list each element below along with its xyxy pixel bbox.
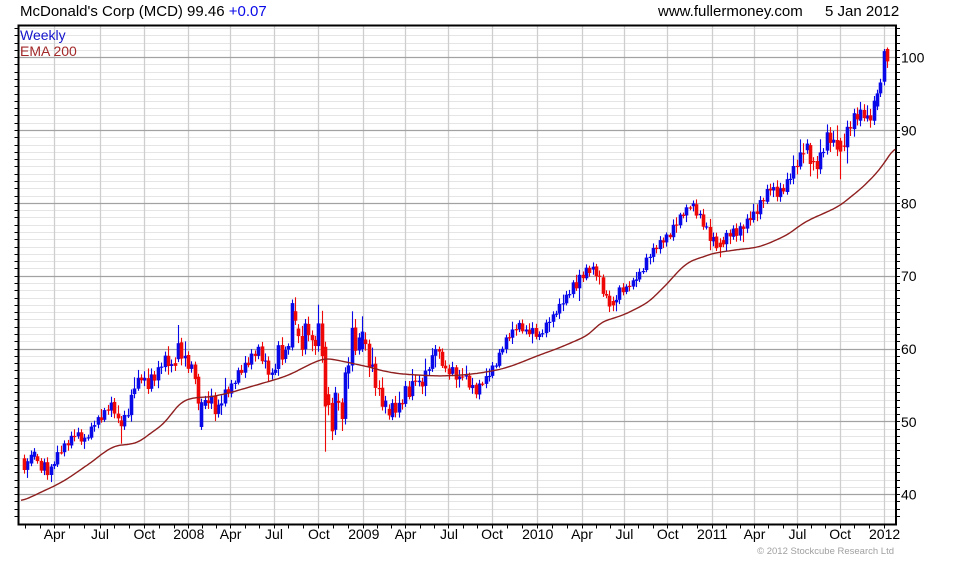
svg-text:www.fullermoney.com: www.fullermoney.com [657,3,803,20]
svg-text:Jul: Jul [788,526,806,542]
svg-text:100: 100 [901,50,925,66]
svg-text:Oct: Oct [134,526,156,542]
svg-text:Jul: Jul [615,526,633,542]
svg-text:60: 60 [901,341,917,357]
svg-text:5 Jan 2012: 5 Jan 2012 [825,3,899,20]
svg-text:80: 80 [901,195,917,211]
svg-text:Jul: Jul [265,526,283,542]
svg-text:2009: 2009 [348,526,379,542]
svg-text:McDonald's Corp (MCD) 99.46 +0: McDonald's Corp (MCD) 99.46 +0.07 [20,3,267,20]
svg-text:Jul: Jul [91,526,109,542]
svg-text:Apr: Apr [220,526,242,542]
svg-text:Jul: Jul [440,526,458,542]
svg-text:Weekly: Weekly [20,27,66,43]
svg-text:Apr: Apr [44,526,66,542]
svg-text:40: 40 [901,487,917,503]
svg-text:Apr: Apr [744,526,766,542]
svg-text:70: 70 [901,268,917,284]
svg-text:2011: 2011 [697,526,727,542]
svg-text:Apr: Apr [395,526,417,542]
svg-text:Oct: Oct [829,526,851,542]
svg-text:2008: 2008 [173,526,204,542]
svg-text:Oct: Oct [308,526,330,542]
svg-text:EMA 200: EMA 200 [20,43,77,59]
svg-text:50: 50 [901,414,917,430]
svg-text:© 2012 Stockcube Research Ltd: © 2012 Stockcube Research Ltd [757,546,894,557]
svg-text:Oct: Oct [481,526,503,542]
svg-text:90: 90 [901,123,917,139]
svg-text:2010: 2010 [522,526,553,542]
svg-text:2012: 2012 [869,526,900,542]
svg-text:Apr: Apr [571,526,593,542]
svg-text:Oct: Oct [657,526,679,542]
